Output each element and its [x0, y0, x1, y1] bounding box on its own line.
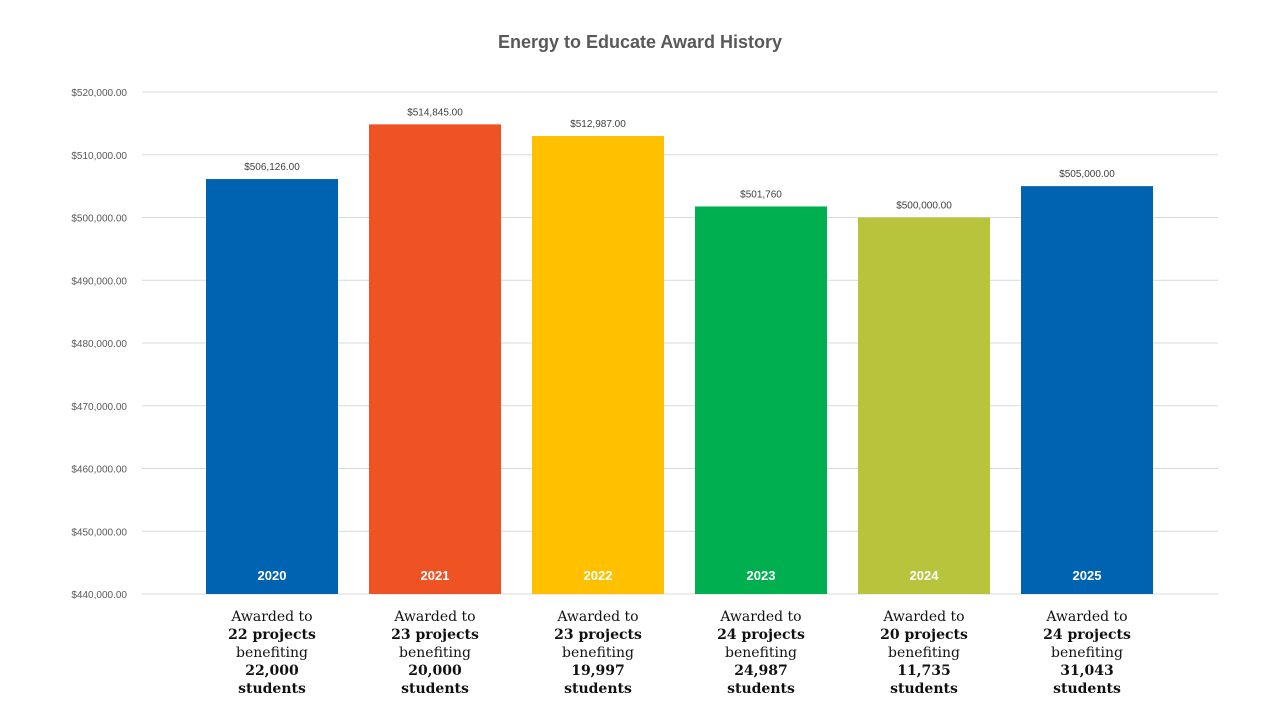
bar-caption: Awarded to 24 projects benefiting 31,043 stu… — [1007, 608, 1167, 698]
x-tick-label: 2021 — [421, 568, 450, 583]
caption-line: benefiting — [562, 645, 634, 661]
y-tick-label: $450,000.00 — [71, 527, 127, 538]
caption-line: 23 projects — [391, 627, 479, 643]
caption-line: benefiting — [888, 645, 960, 661]
caption-line: students — [564, 681, 632, 697]
bar-2021 — [369, 124, 501, 594]
caption-line: 22,000 — [245, 663, 299, 679]
caption-line: Awarded to — [883, 609, 965, 625]
x-tick-label: 2024 — [910, 568, 940, 583]
bar-2020 — [206, 179, 338, 594]
caption-line: 31,043 — [1060, 663, 1114, 679]
y-tick-label: $510,000.00 — [71, 151, 127, 162]
x-tick-label: 2023 — [747, 568, 776, 583]
caption-line: 23 projects — [554, 627, 642, 643]
y-tick-label: $440,000.00 — [71, 590, 127, 601]
bar-caption: Awarded to 23 projects benefiting 19,997 stu… — [518, 608, 678, 698]
caption-line: Awarded to — [720, 609, 802, 625]
y-tick-label: $500,000.00 — [71, 214, 127, 225]
caption-line: 20 projects — [880, 627, 968, 643]
bar-2025 — [1021, 186, 1153, 594]
caption-line: benefiting — [236, 645, 308, 661]
y-tick-label: $520,000.00 — [71, 88, 127, 99]
bar-2023 — [695, 206, 827, 594]
caption-line: 24 projects — [1043, 627, 1131, 643]
caption-line: Awarded to — [394, 609, 476, 625]
caption-line: Awarded to — [1046, 609, 1128, 625]
bar-2022 — [532, 136, 664, 594]
caption-line: benefiting — [399, 645, 471, 661]
caption-line: 11,735 — [897, 663, 951, 679]
y-tick-label: $480,000.00 — [71, 339, 127, 350]
data-label: $501,760 — [740, 189, 782, 200]
data-label: $512,987.00 — [570, 119, 626, 130]
data-label: $500,000.00 — [896, 201, 952, 212]
bar-caption: Awarded to 22 projects benefiting 22,000 stu… — [192, 608, 352, 698]
caption-line: 24 projects — [717, 627, 805, 643]
caption-line: students — [890, 681, 958, 697]
x-tick-label: 2022 — [584, 568, 613, 583]
bar-caption: Awarded to 20 projects benefiting 11,735 stu… — [844, 608, 1004, 698]
caption-line: 22 projects — [228, 627, 316, 643]
caption-line: Awarded to — [557, 609, 639, 625]
x-tick-label: 2020 — [258, 568, 287, 583]
y-tick-label: $490,000.00 — [71, 276, 127, 287]
caption-line: students — [1053, 681, 1121, 697]
data-label: $505,000.00 — [1059, 169, 1115, 180]
chart-title: Energy to Educate Award History — [497, 32, 783, 52]
data-label: $506,126.00 — [244, 162, 300, 173]
caption-line: students — [727, 681, 795, 697]
caption-line: benefiting — [1051, 645, 1123, 661]
bar-caption: Awarded to 24 projects benefiting 24,987 stu… — [681, 608, 841, 698]
caption-line: students — [238, 681, 306, 697]
y-tick-label: $470,000.00 — [71, 402, 127, 413]
x-tick-label: 2025 — [1073, 568, 1102, 583]
caption-line: 24,987 — [734, 663, 788, 679]
caption-line: benefiting — [725, 645, 797, 661]
bar-caption: Awarded to 23 projects benefiting 20,000 stu… — [355, 608, 515, 698]
caption-line: 20,000 — [408, 663, 462, 679]
bar-2024 — [858, 217, 990, 594]
caption-line: students — [401, 681, 469, 697]
data-label: $514,845.00 — [407, 107, 463, 118]
caption-line: 19,997 — [571, 663, 625, 679]
caption-line: Awarded to — [231, 609, 313, 625]
y-tick-label: $460,000.00 — [71, 465, 127, 476]
